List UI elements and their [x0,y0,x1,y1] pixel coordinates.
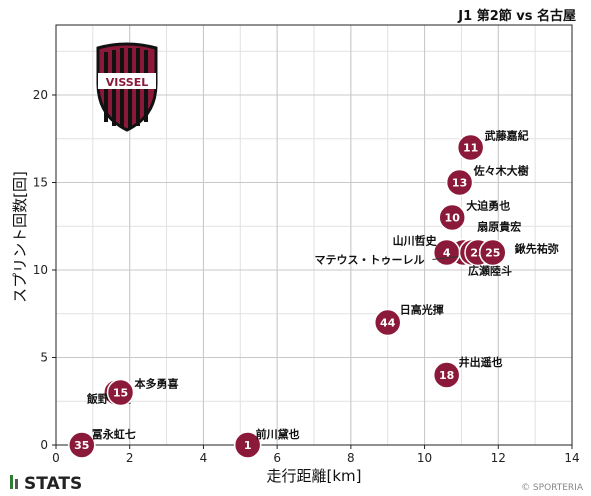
point-marker [68,431,96,459]
y-tick-label: 10 [33,263,48,277]
x-tick-label: 14 [564,451,579,465]
stats-logo: STATS [10,474,82,494]
point-name-label: 扇原貴宏 [477,220,521,234]
x-tick-label: 2 [126,451,134,465]
point-number-label: 1 [244,439,252,452]
point-name-label: 鍬先祐弥 [515,242,559,256]
data-point: 1 前川黛也 [233,427,300,459]
point-name-label: 武藤嘉紀 [485,129,529,143]
point-name-label: 冨永虹七 [92,427,136,441]
point-number-label: 18 [439,369,454,382]
point-number-label: 10 [445,212,461,225]
point-name-label: 山川哲史 [393,234,438,248]
point-number-label: 15 [113,387,128,400]
data-point: 15 本多勇喜 [106,377,179,407]
club-crest: VISSEL [96,42,158,132]
svg-text:STATS: STATS [24,474,82,494]
point-name-label: 前川黛也 [256,427,300,441]
header-title: J1 第2節 vs 名古屋 [457,8,576,24]
point-number-label: 35 [74,439,89,452]
y-axis-title: スプリント回数[回] [11,171,29,303]
point-number-label: 25 [485,247,500,260]
x-tick-label: 8 [347,451,355,465]
point-name-label: 井出遥也 [459,355,503,369]
point-name-label: 広瀬陸斗 [468,264,512,278]
point-name-label: 日高光揮 [400,303,444,317]
copyright-text: © SPORTERIA [521,483,584,493]
data-point: 44 日高光揮 [373,303,444,337]
data-point: 11 武藤嘉紀 [456,129,529,162]
x-tick-label: 6 [273,451,281,465]
x-axis-title: 走行距離[km] [266,467,361,485]
data-point: 10 大迫勇也 [438,199,510,232]
y-tick-label: 0 [40,438,48,452]
point-marker [106,378,135,407]
point-number-label: 44 [380,317,396,330]
point-name-label: マテウス・トゥーレル [314,254,424,267]
x-tick-label: 12 [491,451,506,465]
data-point: 13 佐々木大樹 [445,164,529,197]
point-marker [456,133,485,162]
plot-frame [55,24,573,446]
data-point: 18 井出遥也 [432,355,503,389]
x-tick-label: 4 [200,451,208,465]
label-leader-line [432,256,459,260]
svg-text:VISSEL: VISSEL [106,76,148,89]
y-tick-label: 20 [33,88,48,102]
x-tick-label: 0 [52,451,60,465]
x-tick-label: 10 [417,451,432,465]
data-markers: 11武藤嘉紀13佐々木大樹10大迫勇也36扇原貴宏4山川哲史22マテウス・トゥー… [68,129,559,459]
point-marker [432,361,461,389]
point-number-label: 4 [443,247,451,260]
point-name-label: 佐々木大樹 [473,164,529,178]
y-tick-label: 5 [40,351,48,365]
point-marker [373,308,402,337]
point-name-label: 本多勇喜 [135,377,179,391]
point-marker [438,203,466,232]
point-marker [445,168,474,197]
y-tick-label: 15 [33,176,48,190]
point-marker [233,431,262,459]
point-name-label: 大迫勇也 [466,199,510,213]
point-number-label: 13 [452,177,467,190]
grid [55,25,573,446]
point-marker [479,238,507,267]
data-point: 25 鍬先祐弥 [479,238,559,267]
point-number-label: 11 [463,142,478,155]
